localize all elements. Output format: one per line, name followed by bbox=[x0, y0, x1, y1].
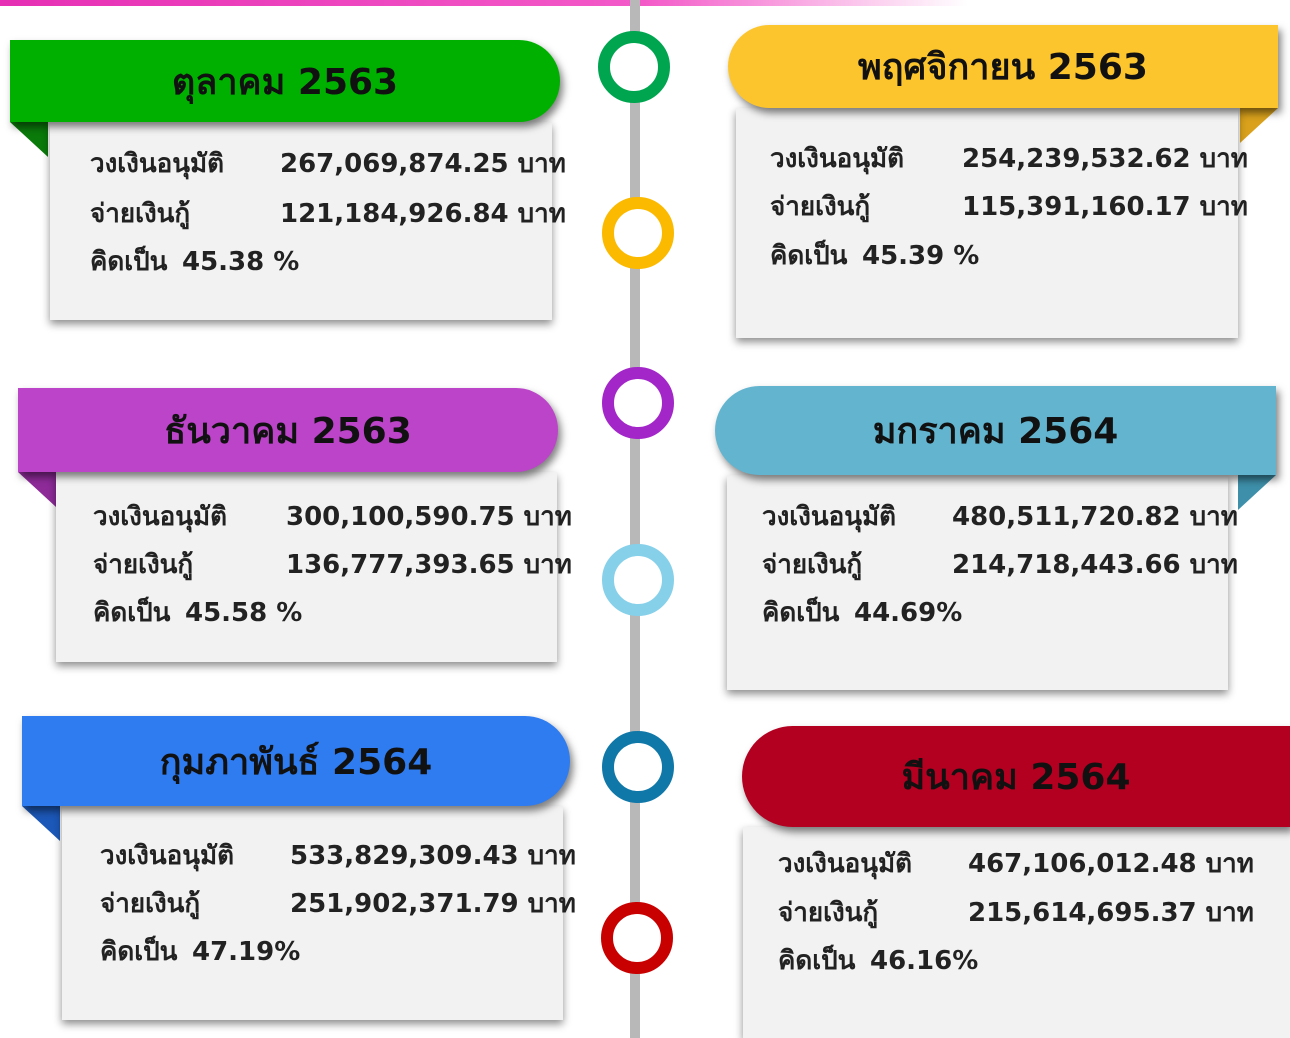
row-label: วงเงินอนุมัติ bbox=[90, 149, 225, 179]
percent-value: 47.19% bbox=[192, 937, 301, 967]
card-title: ตุลาคม 2563 bbox=[10, 40, 560, 122]
row-value: 121,184,926.84 บาท bbox=[280, 199, 566, 229]
timeline-dot bbox=[601, 902, 673, 974]
card-title: มกราคม 2564 bbox=[715, 386, 1276, 475]
percent-value: 45.58 % bbox=[185, 598, 303, 628]
ribbon-fold bbox=[1238, 475, 1276, 510]
timeline bbox=[630, 0, 640, 1038]
percent-label: คิดเป็น bbox=[778, 946, 856, 976]
row-value: 300,100,590.75 บาท bbox=[286, 502, 572, 532]
ribbon-fold bbox=[22, 806, 60, 841]
percent-label: คิดเป็น bbox=[100, 937, 178, 967]
top-bar bbox=[0, 0, 1290, 6]
row-label: จ่ายเงินกู้ bbox=[93, 550, 194, 580]
row-value: 214,718,443.66 บาท bbox=[952, 550, 1238, 580]
row-label: วงเงินอนุมัติ bbox=[762, 502, 897, 532]
ribbon-fold bbox=[10, 122, 48, 157]
timeline-dot bbox=[598, 31, 670, 103]
row-value: 251,902,371.79 บาท bbox=[290, 889, 576, 919]
row-value: 136,777,393.65 บาท bbox=[286, 550, 572, 580]
percent-label: คิดเป็น bbox=[90, 247, 168, 277]
percent-value: 45.39 % bbox=[862, 241, 980, 271]
card-title: มีนาคม 2564 bbox=[742, 726, 1290, 827]
percent-value: 45.38 % bbox=[182, 247, 300, 277]
card-box bbox=[56, 472, 557, 662]
card-box bbox=[743, 827, 1290, 1038]
row-label: วงเงินอนุมัติ bbox=[100, 841, 235, 871]
row-label: จ่ายเงินกู้ bbox=[100, 889, 201, 919]
row-value: 215,614,695.37 บาท bbox=[968, 898, 1254, 928]
row-label: วงเงินอนุมัติ bbox=[93, 502, 228, 532]
row-label: จ่ายเงินกู้ bbox=[770, 192, 871, 222]
card-title: กุมภาพันธ์ 2564 bbox=[22, 716, 570, 806]
row-value: 467,106,012.48 บาท bbox=[968, 849, 1254, 879]
percent-value: 46.16% bbox=[870, 946, 979, 976]
card-box bbox=[62, 806, 563, 1020]
row-label: จ่ายเงินกู้ bbox=[762, 550, 863, 580]
row-label: วงเงินอนุมัติ bbox=[770, 144, 905, 174]
ribbon-fold bbox=[1240, 108, 1278, 143]
row-value: 115,391,160.17 บาท bbox=[962, 192, 1248, 222]
card-title: ธันวาคม 2563 bbox=[18, 388, 558, 472]
timeline-dot bbox=[602, 367, 674, 439]
card-title: พฤศจิกายน 2563 bbox=[728, 25, 1278, 108]
card-box bbox=[736, 108, 1238, 338]
percent-label: คิดเป็น bbox=[93, 598, 171, 628]
row-value: 267,069,874.25 บาท bbox=[280, 149, 566, 179]
row-value: 254,239,532.62 บาท bbox=[962, 144, 1248, 174]
percent-label: คิดเป็น bbox=[762, 598, 840, 628]
row-value: 533,829,309.43 บาท bbox=[290, 841, 576, 871]
timeline-dot bbox=[602, 731, 674, 803]
card-box bbox=[727, 475, 1228, 690]
timeline-dot bbox=[602, 544, 674, 616]
percent-label: คิดเป็น bbox=[770, 241, 848, 271]
timeline-dot bbox=[602, 197, 674, 269]
row-label: จ่ายเงินกู้ bbox=[90, 199, 191, 229]
ribbon-fold bbox=[18, 472, 56, 507]
row-value: 480,511,720.82 บาท bbox=[952, 502, 1238, 532]
row-label: จ่ายเงินกู้ bbox=[778, 898, 879, 928]
card-box bbox=[50, 122, 552, 320]
percent-value: 44.69% bbox=[854, 598, 963, 628]
row-label: วงเงินอนุมัติ bbox=[778, 849, 913, 879]
